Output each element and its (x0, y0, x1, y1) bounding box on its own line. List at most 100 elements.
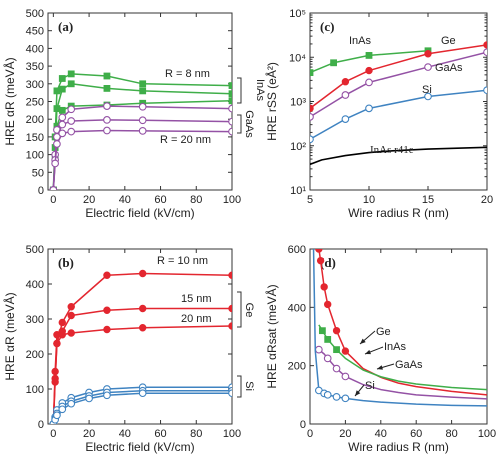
annotation: Ge (243, 303, 255, 318)
data-point (365, 78, 373, 87)
data-point (320, 283, 328, 291)
annotation: GaAs (395, 359, 423, 371)
series-group (312, 249, 487, 407)
y-tick-label: 400 (26, 279, 44, 291)
data-point (315, 249, 323, 253)
series-line (310, 89, 487, 140)
data-point (324, 300, 332, 309)
data-point (324, 336, 332, 343)
data-point (318, 327, 326, 335)
data-point (138, 304, 147, 313)
series-group (49, 269, 232, 424)
data-point (67, 303, 75, 311)
data-point (138, 389, 147, 398)
y-tick-label: 600 (288, 244, 306, 256)
annotation: 20 nm (181, 313, 212, 325)
annotation: GaAs (435, 62, 463, 74)
x-tick-label: 20 (481, 194, 493, 206)
x-tick-label: 80 (190, 428, 202, 440)
data-point (315, 345, 323, 354)
chart-panel-2: 0 20 40 60 80 100 0 100 200 300 400 500 Electric fie… (2, 244, 255, 454)
series-line (318, 249, 487, 396)
x-tick-label: 100 (478, 428, 496, 440)
y-tick-label: 200 (288, 361, 306, 373)
y-tick-label: 50 (32, 167, 44, 179)
x-tick-label: 0 (307, 428, 313, 440)
arrow-head (365, 349, 371, 355)
x-tick-label: 80 (445, 428, 457, 440)
data-point (424, 63, 432, 71)
data-point (103, 85, 111, 92)
x-tick-label: 40 (119, 428, 131, 440)
data-point (365, 104, 373, 113)
chart-panel-4: 0 20 40 60 80 100 0 200 400 600 Wire radius R (nm)… (264, 244, 496, 454)
y-tick-label: 300 (26, 79, 44, 91)
bracket (237, 291, 242, 328)
data-point (310, 104, 314, 113)
data-point (67, 311, 75, 320)
plot-frame (309, 12, 488, 191)
y-axis-label: HRE αR (meVÅ) (2, 292, 17, 380)
data-point (58, 106, 66, 114)
data-point (341, 372, 350, 381)
x-tick-label: 60 (154, 428, 166, 440)
arrow-head (355, 390, 361, 396)
data-point (483, 41, 487, 49)
data-point (332, 326, 341, 335)
data-point (228, 90, 232, 98)
bracket (237, 114, 242, 134)
data-point (58, 318, 66, 327)
x-tick-label: 60 (154, 194, 166, 206)
data-point (228, 82, 232, 89)
arrow-head (360, 338, 366, 344)
data-point (58, 129, 67, 138)
x-tick-label: 100 (223, 194, 241, 206)
data-point (51, 374, 59, 383)
data-point (103, 102, 111, 110)
data-point (341, 78, 350, 86)
series-group (49, 70, 232, 190)
data-point (67, 329, 75, 337)
data-point (67, 127, 76, 136)
data-point (138, 127, 147, 135)
data-point (228, 304, 232, 313)
x-axis-label: Electric field (kV/cm) (85, 206, 194, 220)
data-point (228, 322, 232, 330)
data-point (103, 72, 111, 80)
annotation: 15 nm (181, 293, 212, 305)
y-tick-label: 10¹ (290, 185, 306, 197)
data-point (103, 271, 111, 279)
data-point (341, 347, 350, 355)
data-point (85, 394, 93, 403)
annotation: Si (365, 380, 375, 392)
x-tick-label: 15 (422, 194, 434, 206)
series-line (310, 50, 429, 74)
x-tick-label: 100 (223, 428, 241, 440)
annotation: Si (422, 84, 432, 96)
annotation: InAs (254, 79, 266, 102)
bracket (237, 375, 242, 398)
data-point (424, 50, 432, 58)
arrow-head (377, 365, 383, 370)
data-point (53, 411, 61, 420)
plot-frame (309, 248, 488, 425)
y-tick-label: 400 (288, 302, 306, 314)
data-point (58, 331, 66, 339)
series-line (310, 44, 487, 109)
x-tick-label: 0 (50, 428, 56, 440)
y-tick-label: 100 (26, 150, 44, 162)
y-tick-label: 10⁴ (289, 52, 306, 64)
data-point (103, 306, 111, 314)
data-point (483, 86, 487, 95)
data-point (58, 75, 66, 82)
data-point (310, 135, 314, 144)
x-axis-label: Wire radius R (nm) (348, 206, 449, 220)
x-tick-label: 20 (339, 428, 351, 440)
data-point (139, 80, 147, 88)
x-tick-label: 40 (119, 194, 131, 206)
panel-label: (c) (320, 19, 334, 34)
chart-panel-1: 0 20 40 60 80 100 0 50 100 150 200 250 300 350 400 450 5… (2, 8, 266, 220)
data-point (323, 354, 332, 363)
data-point (103, 116, 111, 124)
